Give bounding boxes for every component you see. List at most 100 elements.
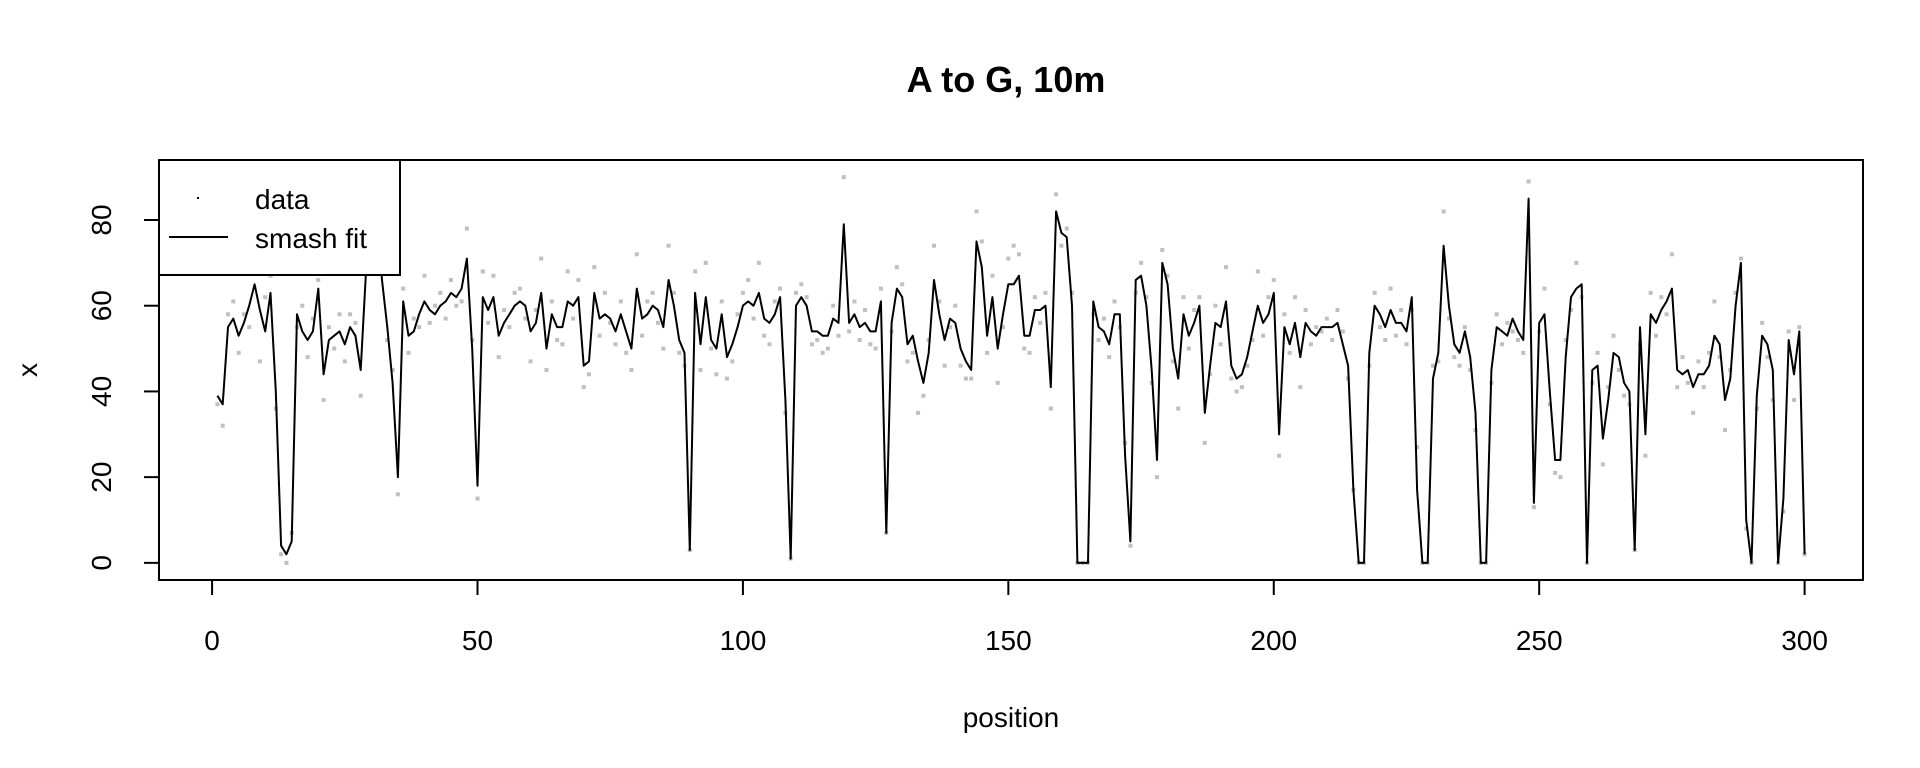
data-point	[1643, 453, 1648, 458]
data-point	[1595, 350, 1600, 355]
data-point	[512, 290, 517, 295]
data-point	[1261, 333, 1266, 338]
data-point	[831, 303, 836, 308]
data-point	[1669, 252, 1674, 257]
y-tick-label: 0	[86, 555, 117, 571]
data-point	[480, 269, 485, 274]
data-point	[767, 342, 772, 347]
data-point	[857, 338, 862, 342]
data-point	[1505, 320, 1510, 325]
data-point	[1144, 295, 1149, 300]
data-point	[963, 376, 968, 381]
data-point	[661, 346, 666, 351]
data-point	[1223, 265, 1228, 270]
data-point	[263, 295, 268, 300]
data-point	[1160, 248, 1165, 252]
data-point	[1192, 308, 1197, 312]
data-point	[666, 243, 671, 248]
y-axis: 0 20 40 60 80	[86, 204, 160, 571]
data-point	[698, 368, 703, 372]
y-axis-label: x	[12, 363, 43, 377]
data-point	[528, 359, 533, 364]
data-point	[1229, 376, 1234, 381]
data-point	[1319, 329, 1324, 334]
data-point	[496, 355, 501, 360]
data-point	[1234, 389, 1239, 394]
data-point	[517, 286, 522, 291]
data-point	[1733, 290, 1738, 295]
data-point	[1738, 256, 1743, 261]
data-point	[300, 303, 305, 308]
data-point	[1170, 359, 1175, 364]
data-point	[714, 372, 719, 377]
data-point	[634, 252, 639, 257]
data-point	[1468, 368, 1473, 372]
data-point	[1797, 325, 1802, 330]
data-point	[316, 278, 321, 282]
data-point	[868, 342, 873, 347]
data-point	[1611, 333, 1616, 338]
data-point	[969, 376, 974, 381]
data-point	[1712, 299, 1717, 304]
data-point	[1659, 295, 1664, 300]
data-point	[1245, 363, 1250, 368]
legend-fit-label: smash fit	[255, 223, 367, 254]
data-point	[1032, 295, 1037, 300]
data-point	[533, 308, 538, 312]
data-point	[348, 312, 353, 317]
data-point	[974, 209, 979, 214]
data-point	[836, 333, 841, 338]
data-point	[937, 299, 942, 304]
y-tick-label: 60	[86, 290, 117, 321]
data-point	[422, 273, 427, 278]
x-tick-label: 200	[1250, 625, 1297, 656]
data-point	[1176, 406, 1181, 411]
data-point	[910, 350, 915, 355]
data-point	[1606, 385, 1611, 390]
data-point	[226, 312, 231, 317]
data-point	[1696, 359, 1701, 364]
data-point	[624, 350, 629, 355]
data-point	[1404, 342, 1409, 347]
data-point	[1016, 252, 1021, 257]
data-point	[560, 342, 565, 347]
data-point	[1515, 338, 1520, 342]
data-point	[438, 290, 443, 295]
data-point	[629, 368, 634, 372]
data-point	[772, 299, 777, 304]
data-point	[1271, 278, 1276, 282]
data-point	[1558, 475, 1563, 480]
data-point	[417, 325, 422, 330]
x-tick-label: 100	[720, 625, 767, 656]
data-point	[257, 359, 262, 364]
data-point	[1027, 350, 1032, 355]
data-point	[1791, 398, 1796, 402]
data-point	[1707, 350, 1712, 355]
data-point	[1765, 355, 1770, 360]
data-point	[1277, 453, 1282, 458]
data-point	[1001, 325, 1006, 330]
data-point	[778, 286, 783, 291]
legend-data-marker	[197, 197, 199, 199]
data-point	[1648, 290, 1653, 295]
data-point	[640, 333, 645, 338]
data-point	[1431, 363, 1436, 368]
data-point	[454, 303, 459, 308]
data-point	[905, 359, 910, 364]
data-point	[847, 329, 852, 334]
data-point	[608, 320, 613, 325]
data-point	[979, 239, 984, 244]
data-point	[576, 278, 581, 282]
data-point	[1293, 295, 1297, 300]
data-point	[1038, 320, 1043, 325]
data-point	[279, 552, 284, 557]
data-point	[894, 265, 899, 270]
data-point	[1563, 338, 1568, 342]
chart-title: A to G, 10m	[907, 59, 1106, 100]
data-point	[740, 290, 745, 295]
data-point	[1107, 355, 1112, 360]
data-point	[1722, 428, 1727, 432]
data-point	[730, 359, 735, 364]
data-point	[703, 260, 708, 265]
data-point	[942, 363, 947, 368]
